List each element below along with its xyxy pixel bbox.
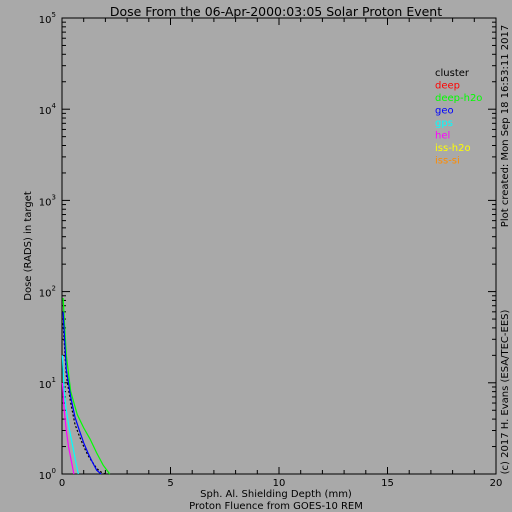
series-lines [61,297,111,475]
chart-subtitle: Proton Fluence from GOES-10 REM [189,501,363,512]
legend-entry-cluster: cluster [435,68,470,79]
legend-entry-geo: geo [435,106,454,117]
x-tick-label: 0 [59,478,65,489]
credit-note: (c) 2017 H. Evans (ESA/TEC-EES) [500,310,511,475]
legend-entry-iss-si: iss-si [435,156,460,167]
series-line-deep-h2o [62,297,111,475]
x-axis-label: Sph. Al. Shielding Depth (mm) [200,489,352,500]
chart-title: Dose From the 06-Apr-2000:03:05 Solar Pr… [110,4,442,19]
series-line-geo [62,311,102,475]
y-tick-label: 105 [39,11,56,26]
x-tick-label: 20 [490,478,503,489]
y-tick-label: 104 [39,102,57,117]
x-tick-label: 10 [273,478,286,489]
legend-entry-hel: hel [435,131,450,142]
x-tick-label: 5 [167,478,173,489]
y-tick-label: 103 [39,193,56,208]
legend-entry-gps: gps [435,118,453,129]
legend-entry-iss-h2o: iss-h2o [435,143,471,154]
series-line-cluster [62,323,106,475]
series-line-hel [61,382,75,475]
plot-created-note: Plot created: Mon Sep 18 16:53:11 2017 [500,25,511,227]
series-line-gps [61,355,79,475]
x-axis-ticks: 0 5 10 15 20 [59,18,503,489]
y-tick-label: 101 [39,376,56,391]
y-axis-ticks: 100 101 102 103 104 105 [39,11,496,482]
x-tick-label: 15 [381,478,394,489]
y-tick-label: 100 [39,467,56,482]
legend-entry-deep: deep [435,81,460,92]
legend-entry-deep-h2o: deep-h2o [435,93,482,104]
y-axis-label: Dose (RADS) in target [23,191,34,301]
y-tick-label: 102 [39,285,56,300]
